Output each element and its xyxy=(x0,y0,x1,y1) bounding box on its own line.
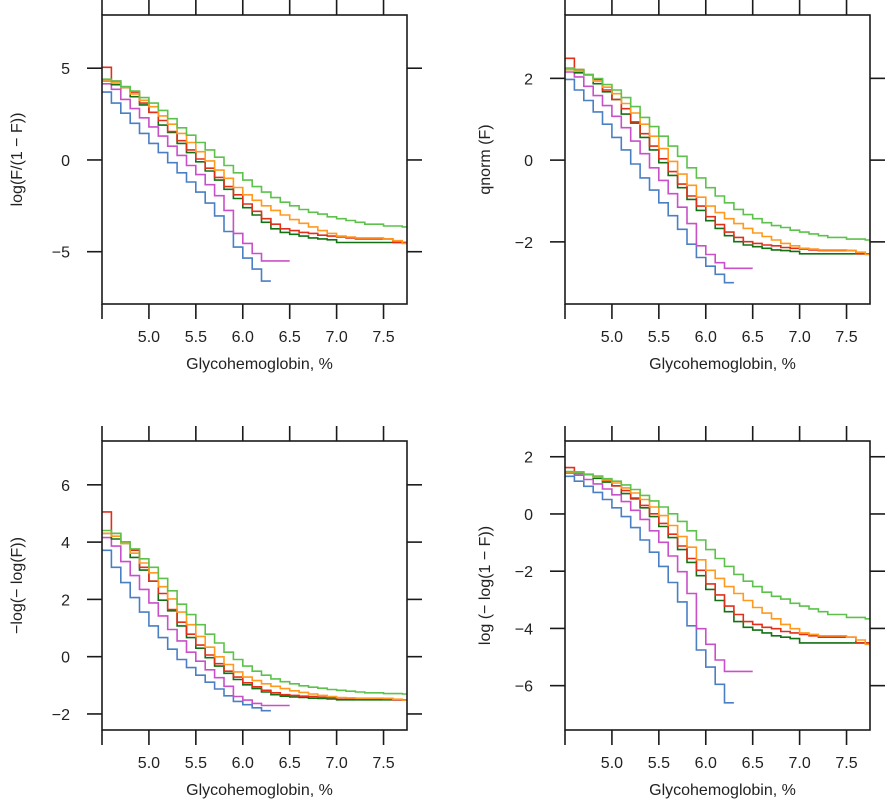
panel-neglogneglog: 5.0 5.5 6.0 6.5 7.0 7.5 −2 0 2 4 6 −log(− log(F)) Gl… xyxy=(9,426,422,799)
y-tick-label: −5 xyxy=(52,245,70,262)
series-magenta-line xyxy=(102,536,290,707)
x-tick-label: 6.5 xyxy=(279,755,301,772)
series-group xyxy=(565,466,870,704)
y-axis-label: log(F/(1 − F)) xyxy=(9,113,26,207)
series-red-line xyxy=(565,466,870,644)
y-tick-label: 6 xyxy=(61,478,70,495)
x-tick-label: 6.0 xyxy=(232,755,254,772)
x-tick-label: 6.5 xyxy=(742,329,764,346)
y-tick-label: 5 xyxy=(61,61,70,78)
series-blue-line xyxy=(102,91,271,282)
x-tick-label: 6.5 xyxy=(279,329,301,346)
series-orange-line xyxy=(565,471,870,646)
y-tick-label: −2 xyxy=(515,235,533,252)
y-axis-label: qnorm (F) xyxy=(477,124,494,194)
x-tick-label: 5.5 xyxy=(185,329,207,346)
x-tick-label: 7.5 xyxy=(372,329,394,346)
panel-cloglog: 5.0 5.5 6.0 6.5 7.0 7.5 −6 −4 −2 0 2 log (− log(1 −… xyxy=(477,426,885,799)
x-tick-label: 7.5 xyxy=(372,755,394,772)
x-tick-label: 7.0 xyxy=(788,329,810,346)
x-tick-label: 6.0 xyxy=(232,329,254,346)
series-light-green-line xyxy=(565,470,870,620)
y-tick-label: −6 xyxy=(515,679,533,696)
y-tick-label: −4 xyxy=(515,621,533,638)
panel-logit: 5.0 5.5 6.0 6.5 7.0 7.5 −5 0 5 log(F/(1 − F)) Glyc… xyxy=(9,0,422,373)
x-tick-label: 6.0 xyxy=(695,329,717,346)
series-dark-green-line xyxy=(102,80,407,244)
x-tick-label: 5.0 xyxy=(601,329,623,346)
x-tick-label: 6.5 xyxy=(742,755,764,772)
plot-frame xyxy=(101,440,408,731)
series-orange-line xyxy=(565,68,870,256)
y-tick-label: 0 xyxy=(524,153,533,170)
series-light-green-line xyxy=(565,67,870,241)
plot-frame xyxy=(101,14,408,305)
x-tick-label: 5.5 xyxy=(648,755,670,772)
x-tick-label: 5.0 xyxy=(601,755,623,772)
y-tick-label: 2 xyxy=(524,450,533,467)
plot-frame xyxy=(564,440,871,731)
y-tick-label: 0 xyxy=(61,650,70,667)
y-tick-label: −2 xyxy=(515,564,533,581)
series-group xyxy=(565,57,870,284)
series-orange-line xyxy=(102,80,407,245)
series-magenta-line xyxy=(565,71,753,270)
series-light-green-line xyxy=(102,529,407,695)
x-tick-label: 5.0 xyxy=(138,755,160,772)
series-magenta-line xyxy=(565,472,753,673)
series-blue-line xyxy=(102,549,271,712)
x-tick-label: 7.0 xyxy=(325,755,347,772)
x-tick-label: 7.5 xyxy=(835,329,857,346)
x-tick-label: 7.0 xyxy=(325,329,347,346)
y-axis-label: log (− log(1 − F)) xyxy=(477,526,494,645)
plot-frame xyxy=(564,14,871,305)
x-axis-label: Glycohemoglobin, % xyxy=(649,356,796,373)
series-blue-line xyxy=(565,475,734,704)
panel-qnorm: 5.0 5.5 6.0 6.5 7.0 7.5 −2 0 2 qnorm (F) Glycohemo… xyxy=(477,0,885,373)
series-dark-green-line xyxy=(565,68,870,255)
y-tick-label: 2 xyxy=(61,592,70,609)
x-tick-label: 5.5 xyxy=(648,329,670,346)
series-light-green-line xyxy=(102,78,407,228)
y-tick-label: 4 xyxy=(61,535,70,552)
series-orange-line xyxy=(102,532,407,701)
y-tick-label: 0 xyxy=(524,507,533,524)
series-blue-line xyxy=(565,78,734,284)
x-axis-label: Glycohemoglobin, % xyxy=(186,356,333,373)
y-tick-label: 0 xyxy=(61,153,70,170)
x-tick-label: 7.0 xyxy=(788,755,810,772)
x-axis-label: Glycohemoglobin, % xyxy=(186,782,333,799)
x-tick-label: 5.5 xyxy=(185,755,207,772)
series-group xyxy=(102,66,407,282)
series-dark-green-line xyxy=(565,471,870,644)
x-tick-label: 5.0 xyxy=(138,329,160,346)
y-tick-label: 2 xyxy=(524,71,533,88)
x-tick-label: 7.5 xyxy=(835,755,857,772)
y-axis-label: −log(− log(F)) xyxy=(9,537,26,634)
series-group xyxy=(102,511,407,712)
series-red-line xyxy=(102,66,407,244)
x-axis-label: Glycohemoglobin, % xyxy=(649,782,796,799)
y-tick-label: −2 xyxy=(52,707,70,724)
x-tick-label: 6.0 xyxy=(695,755,717,772)
series-magenta-line xyxy=(102,83,290,262)
